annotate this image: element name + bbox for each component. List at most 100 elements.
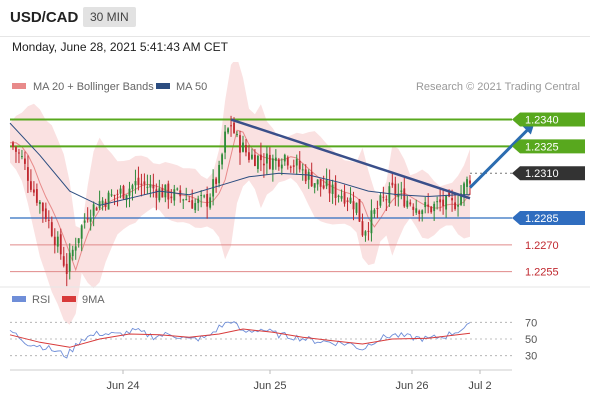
candle-body	[209, 197, 212, 208]
candle-body	[83, 220, 86, 223]
candle-body	[265, 153, 268, 164]
price-chart: MA 20 + Bollinger Bands MA 50 Research ©…	[0, 57, 590, 392]
candle-body	[463, 183, 465, 196]
x-axis-ticks: Jun 24 Jun 25 Jun 26 Jul 2	[106, 370, 492, 392]
ma50-legend-swatch	[156, 83, 170, 89]
candle-body	[191, 200, 194, 209]
candle-body	[400, 190, 403, 192]
level-tag-1.2310	[512, 166, 585, 181]
candle-body	[262, 163, 265, 166]
candle-body	[38, 201, 41, 205]
candle-body	[370, 210, 373, 234]
candle-body	[12, 142, 14, 147]
candle-body	[391, 182, 394, 186]
candle-body	[364, 231, 367, 236]
candle-body	[155, 189, 158, 198]
candle-body	[409, 202, 412, 205]
candle-body	[373, 209, 376, 214]
candle-body	[346, 200, 349, 203]
candle-body	[454, 202, 456, 210]
candle-body	[406, 200, 409, 207]
candle-body	[86, 218, 89, 220]
candle-body	[433, 203, 436, 212]
rsi-ma-legend-label: 9MA	[82, 294, 105, 306]
rsi-path	[9, 321, 471, 359]
candle-body	[268, 154, 271, 169]
candle-body	[301, 169, 304, 171]
candle-body	[239, 135, 241, 153]
candle-body	[140, 183, 143, 185]
chart-panel: MA 20 + Bollinger Bands MA 50 Research ©…	[0, 57, 590, 400]
candle-body	[256, 155, 259, 169]
ma20-legend-label: MA 20 + Bollinger Bands	[33, 81, 154, 93]
ma50-path	[9, 122, 470, 206]
candle-body	[173, 189, 176, 201]
candle-body	[125, 194, 128, 201]
candle-body	[24, 158, 26, 164]
credit-label: Research © 2021 Trading Central	[416, 81, 580, 93]
level-label-1.2270: 1.2270	[525, 240, 559, 252]
candle-body	[358, 199, 361, 222]
candle-body	[460, 193, 462, 205]
candle-body	[119, 188, 122, 194]
candle-body	[436, 201, 439, 203]
rsi-legend-label: RSI	[32, 294, 50, 306]
candle-body	[289, 166, 292, 168]
timestamp: Monday, June 28, 2021 5:41:43 AM CET	[12, 40, 228, 54]
level-tag-1.2285	[512, 210, 585, 225]
candles	[12, 115, 471, 287]
candle-body	[439, 199, 442, 203]
candle-body	[98, 201, 101, 209]
candle-body	[107, 192, 110, 210]
candle-body	[134, 181, 137, 186]
candle-body	[185, 199, 188, 201]
candle-body	[457, 205, 459, 207]
candle-body	[430, 206, 433, 213]
candle-body	[415, 208, 418, 213]
candle-body	[164, 184, 167, 198]
candle-body	[376, 207, 379, 209]
x-tick-label: Jun 24	[106, 380, 139, 392]
candle-body	[245, 144, 247, 153]
candle-body	[74, 246, 77, 251]
level-label-1.2325: 1.2325	[525, 141, 559, 153]
candle-body	[352, 201, 355, 210]
candle-body	[32, 189, 35, 193]
candle-body	[77, 238, 80, 244]
candle-body	[92, 204, 95, 216]
candle-body	[445, 195, 448, 210]
candle-body	[18, 152, 20, 154]
candle-body	[26, 167, 29, 181]
candle-body	[424, 202, 427, 208]
candle-body	[188, 201, 191, 203]
rsi-tick-30: 30	[525, 351, 537, 363]
candle-body	[65, 263, 68, 275]
candle-body	[412, 206, 415, 210]
candle-body	[334, 182, 337, 198]
candle-body	[101, 200, 104, 205]
candle-body	[322, 185, 325, 189]
ma50-legend-label: MA 50	[176, 81, 207, 93]
rsi-tick-70: 70	[525, 317, 537, 329]
candle-body	[59, 234, 62, 255]
candle-body	[182, 199, 185, 201]
candle-body	[307, 171, 310, 180]
candle-body	[277, 159, 280, 167]
candle-body	[15, 146, 17, 152]
candle-body	[292, 165, 295, 167]
x-tick-label: Jul 2	[468, 380, 491, 392]
candle-body	[298, 160, 301, 170]
candle-body	[418, 210, 421, 215]
candle-body	[385, 199, 388, 201]
candle-body	[343, 192, 346, 204]
candle-body	[230, 125, 232, 127]
candle-body	[80, 225, 83, 239]
timeframe-button[interactable]: 30 MIN	[83, 7, 136, 27]
candle-body	[47, 219, 50, 221]
candle-body	[215, 178, 218, 184]
candle-body	[143, 181, 146, 185]
level-label-1.2340: 1.2340	[525, 115, 559, 127]
candle-body	[337, 195, 340, 197]
candle-body	[161, 188, 164, 198]
candle-body	[95, 207, 98, 211]
